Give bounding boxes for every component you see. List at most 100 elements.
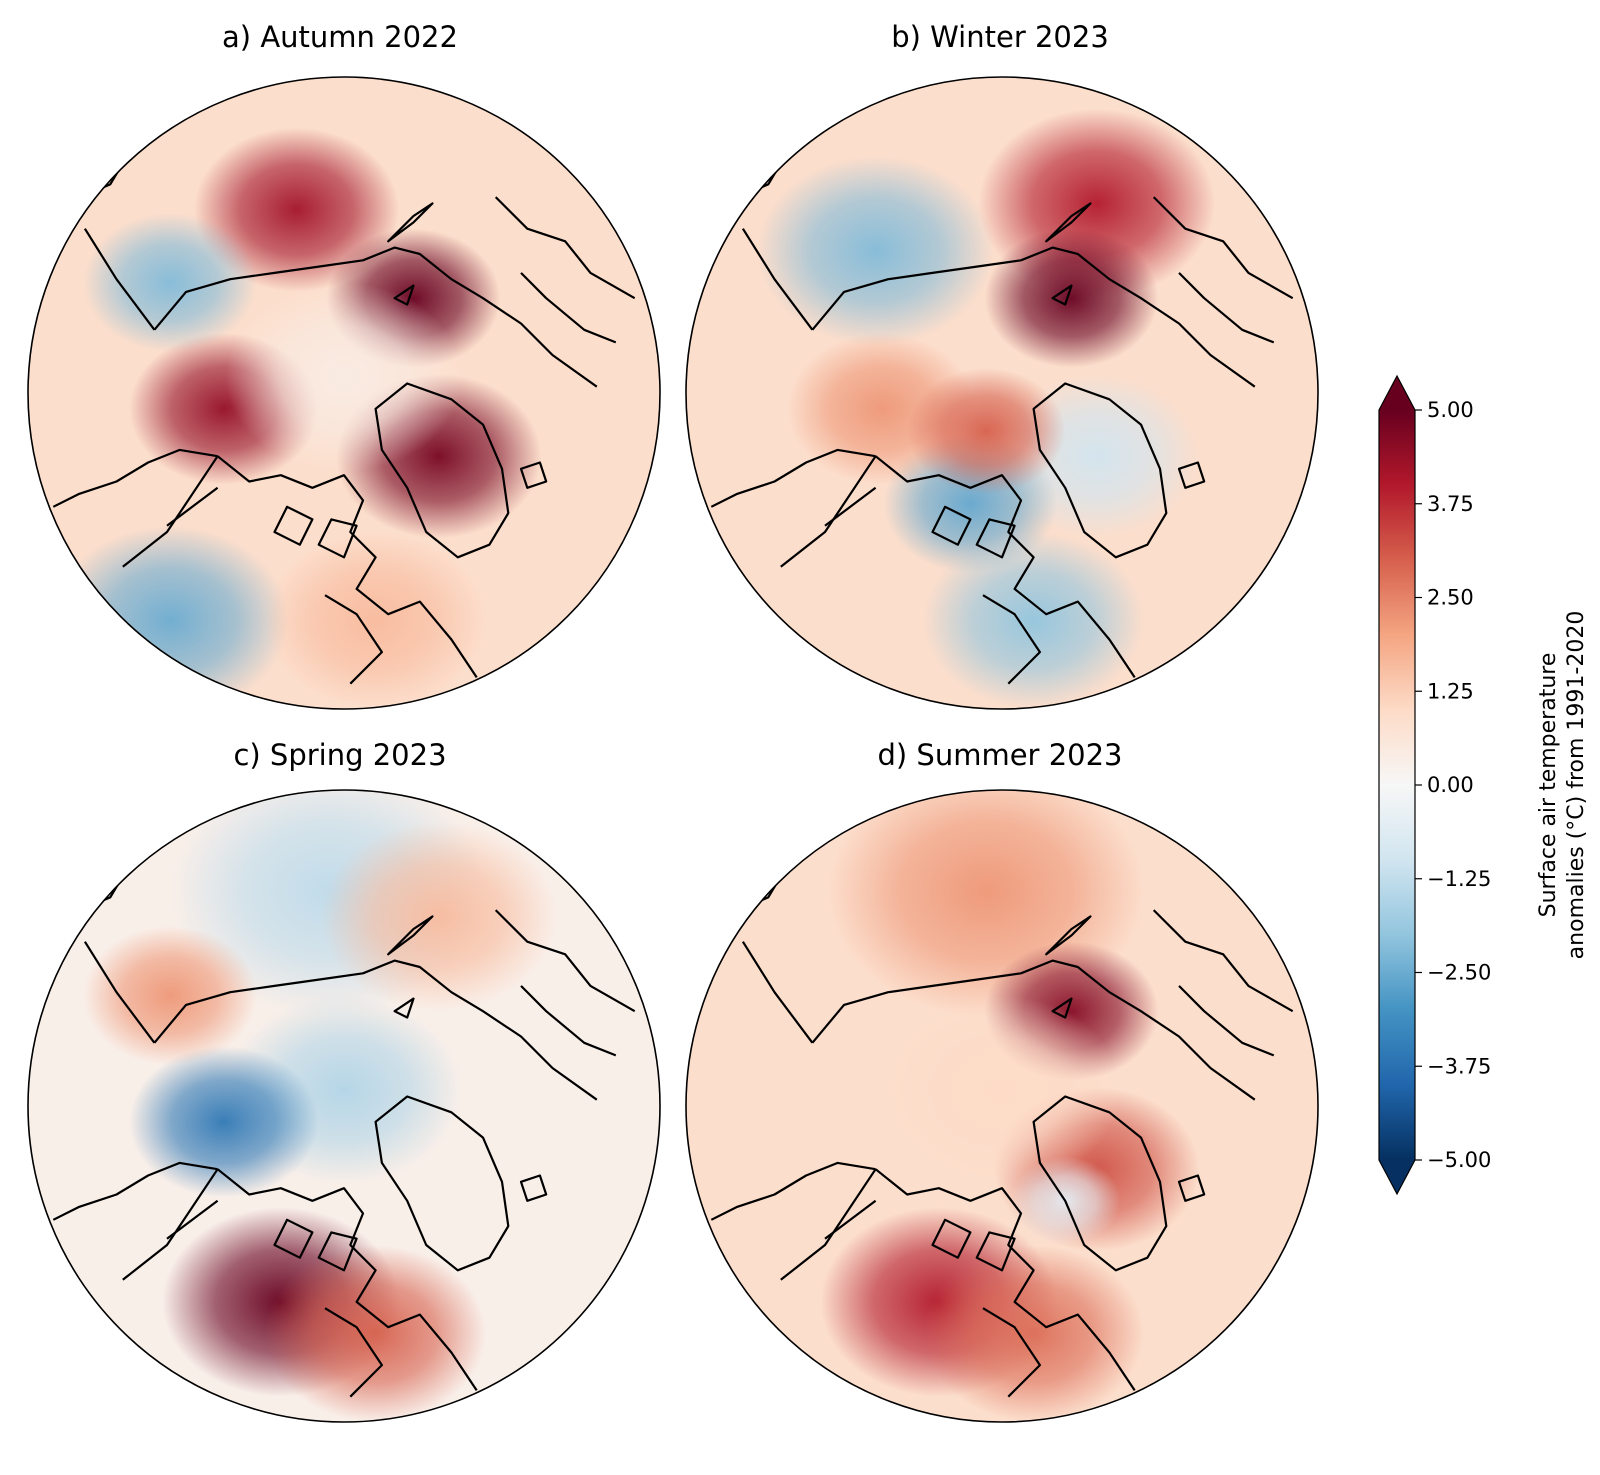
coastline-segment bbox=[122, 1168, 219, 1281]
coastline-segment bbox=[393, 284, 415, 306]
coastline-segment bbox=[982, 1307, 1041, 1398]
map-panel-4 bbox=[685, 789, 1319, 1423]
colorbar-tick-label: −1.25 bbox=[1427, 867, 1491, 891]
coastline-segment bbox=[83, 941, 156, 1044]
map-boundary bbox=[27, 789, 661, 1423]
coastline-segment bbox=[166, 1199, 219, 1240]
anomaly-blob-taymyr bbox=[984, 228, 1159, 368]
coastline-segment bbox=[931, 505, 972, 546]
coastline-segment bbox=[1177, 1174, 1206, 1202]
coastline-segment bbox=[780, 455, 877, 568]
coastline-segment bbox=[874, 1168, 1136, 1392]
coastline-segment bbox=[824, 486, 877, 527]
map-boundary bbox=[685, 76, 1319, 710]
map-boundary bbox=[27, 76, 661, 710]
anomaly-blob-scandinavia bbox=[83, 925, 258, 1065]
colorbar-tick-label: 2.50 bbox=[1427, 586, 1474, 610]
coastlines bbox=[710, 152, 1294, 685]
coastline-segment bbox=[324, 1307, 383, 1398]
map-panel-3 bbox=[27, 789, 661, 1423]
coastline-segment bbox=[317, 1231, 358, 1272]
coastline-segment bbox=[1152, 909, 1294, 1013]
coastline-segment bbox=[710, 1161, 876, 1221]
coastline-segment bbox=[1051, 284, 1073, 306]
coastlines bbox=[52, 152, 636, 685]
panel-title-winter-2023: b) Winter 2023 bbox=[891, 20, 1109, 54]
anomaly-blob-scandinavia bbox=[83, 212, 258, 352]
coastline-segment bbox=[393, 997, 415, 1019]
coastline-segment bbox=[975, 1231, 1016, 1272]
coastline-segment bbox=[741, 941, 814, 1044]
coastline-segment bbox=[317, 518, 358, 559]
coastline-segment bbox=[374, 1095, 510, 1272]
coastline-segment bbox=[52, 448, 218, 508]
colorbar-tick-label: −3.75 bbox=[1427, 1054, 1491, 1078]
map-panel-2 bbox=[685, 76, 1319, 710]
coastline-segment bbox=[52, 1161, 218, 1221]
coastline-segment bbox=[519, 1174, 548, 1202]
coastline-segment bbox=[387, 202, 434, 243]
colorbar-tick-label: −5.00 bbox=[1427, 1148, 1491, 1172]
colorbar-extend-max bbox=[1379, 376, 1415, 410]
panel-title-autumn-2022: a) Autumn 2022 bbox=[222, 20, 458, 54]
panel-title-summer-2023: d) Summer 2023 bbox=[877, 738, 1123, 772]
coastline-segment bbox=[153, 959, 598, 1101]
coastline-segment bbox=[122, 455, 219, 568]
coastline-segment bbox=[1051, 997, 1073, 1019]
coastline-segment bbox=[1045, 202, 1092, 243]
coastline-segment bbox=[216, 1168, 478, 1392]
coastline-segment bbox=[710, 448, 876, 508]
colorbar-gradient bbox=[1379, 410, 1415, 1160]
coastline-segment bbox=[494, 196, 636, 300]
coastline-segment bbox=[1032, 1095, 1168, 1272]
coastline-segment bbox=[931, 1218, 972, 1259]
coastline-segment bbox=[324, 594, 383, 685]
anomaly-blob-hudson-bay bbox=[923, 1245, 1145, 1422]
coastline-segment bbox=[83, 228, 156, 331]
coastline-segment bbox=[975, 518, 1016, 559]
anomaly-blob-siberia-east bbox=[320, 821, 558, 1012]
coastline-segment bbox=[153, 246, 598, 388]
coastline-segment bbox=[1177, 461, 1206, 489]
coastline-segment bbox=[1152, 196, 1294, 300]
panel-title-spring-2023: c) Spring 2023 bbox=[233, 738, 447, 772]
colorbar-tick-label: 5.00 bbox=[1427, 398, 1474, 422]
anomaly-blob-hudson-bay bbox=[265, 1245, 487, 1422]
coastline-segment bbox=[520, 272, 617, 344]
coastlines bbox=[52, 865, 636, 1398]
coastline-segment bbox=[811, 959, 1256, 1101]
coastline-segment bbox=[387, 915, 434, 956]
map-panel-1 bbox=[27, 76, 661, 710]
colorbar-tick-label: −2.50 bbox=[1427, 961, 1491, 985]
coastline-segment bbox=[824, 1199, 877, 1240]
colorbar-tick-label: 1.25 bbox=[1427, 679, 1474, 703]
coastline-segment bbox=[273, 1218, 314, 1259]
coastline-segment bbox=[166, 486, 219, 527]
anomaly-blob-arctic-ocean bbox=[883, 995, 1121, 1185]
coastline-segment bbox=[1032, 382, 1168, 559]
colorbar: 5.00 3.75 2.50 1.25 0.00 −1.25 −2.50 −3.75 −5.00… bbox=[1378, 374, 1589, 1196]
anomaly-blob-arctic-ocean bbox=[225, 282, 463, 473]
coastline-segment bbox=[1045, 915, 1092, 956]
coastline-segment bbox=[494, 909, 636, 1013]
coastline-segment bbox=[982, 594, 1041, 685]
anomaly-blob-canada-south bbox=[51, 525, 289, 709]
anomaly-blob-hudson-bay bbox=[265, 532, 487, 709]
coastline-segment bbox=[741, 228, 814, 331]
coastline-segment bbox=[780, 1168, 877, 1281]
coastline-segment bbox=[374, 382, 510, 559]
colorbar-tick-label: 0.00 bbox=[1427, 773, 1474, 797]
colorbar-extend-min bbox=[1379, 1160, 1415, 1194]
map-boundary bbox=[685, 789, 1319, 1423]
coastline-segment bbox=[811, 246, 1256, 388]
coastline-segment bbox=[519, 461, 548, 489]
colorbar-label-line2: anomalies (°C) from 1991-2020 bbox=[1564, 611, 1589, 960]
coastline-segment bbox=[273, 505, 314, 546]
colorbar-tick-label: 3.75 bbox=[1427, 492, 1474, 516]
coastline-segment bbox=[216, 455, 478, 679]
coastline-segment bbox=[874, 455, 1136, 679]
coastline-segment bbox=[1178, 985, 1275, 1057]
anomaly-blob-europe-west bbox=[757, 156, 995, 346]
anomaly-blob-alaska bbox=[129, 1045, 319, 1198]
